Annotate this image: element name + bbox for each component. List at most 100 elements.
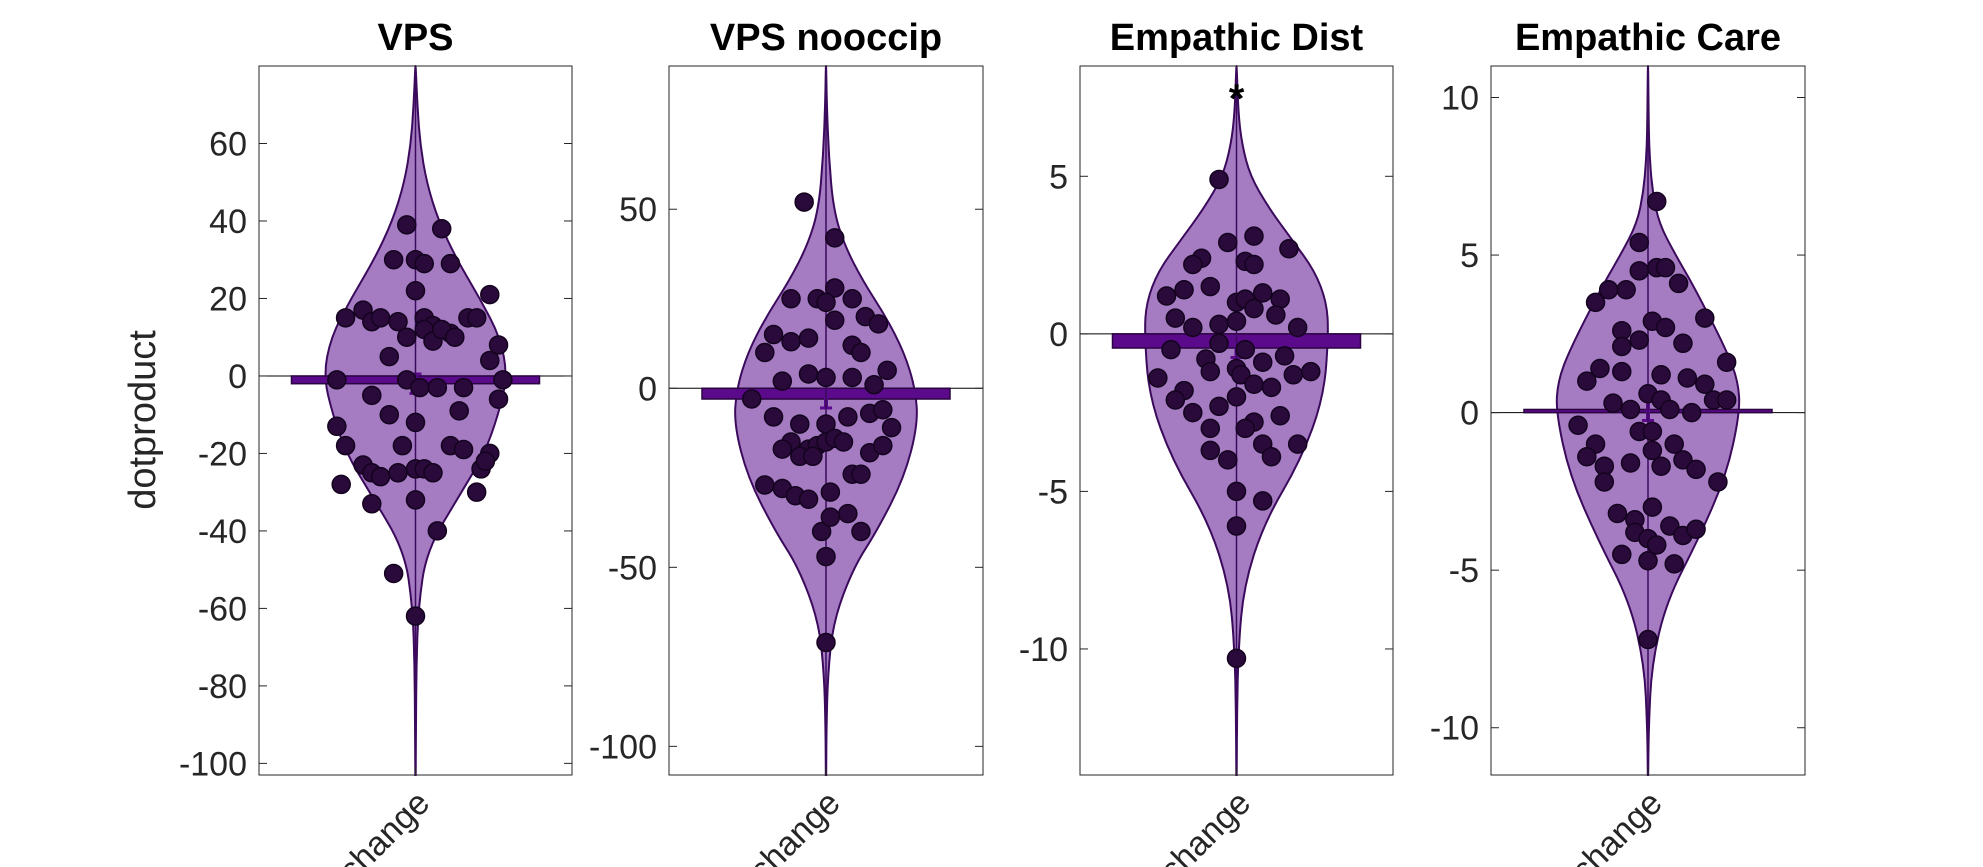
data-point [388,311,408,332]
data-point [383,249,404,270]
data-point [1252,491,1273,511]
y-tick-label: -5 [1038,473,1068,511]
data-point [838,503,858,524]
data-point [877,360,897,381]
data-point [335,308,356,328]
data-point [1287,434,1308,454]
data-point [798,489,819,510]
data-point [1226,648,1247,669]
y-tick-label: 0 [1460,395,1479,433]
data-point [1642,421,1663,442]
data-point [1165,308,1186,328]
data-point [803,446,823,467]
data-point [1274,346,1295,366]
data-point [811,521,832,542]
data-point [1686,459,1706,480]
data-point [331,474,351,495]
data-point [755,475,775,495]
data-point [798,328,819,348]
data-point [1226,387,1247,407]
data-point [833,432,854,452]
data-point [1673,333,1693,354]
data-point [1252,283,1273,303]
panel-1: 50 0 -50 -100 VPS nooccip change [589,17,984,867]
data-point [480,284,500,305]
data-point [480,350,500,371]
y-tick-label: 50 [619,191,657,229]
data-point [1261,377,1282,398]
data-point [431,218,452,239]
data-point [1244,298,1264,319]
data-point [392,435,413,456]
panel-0: 60 40 20 0 -20 -40 -60 -80 -100 VPS change [179,17,573,867]
panel-2: * 5 0 -5 -10 Empathic Dist change [1019,17,1394,867]
y-tick-label: 5 [1049,158,1068,196]
y-tick-label: 0 [1049,316,1068,354]
data-point [873,400,893,420]
y-tick-label: -5 [1449,552,1479,590]
data-point [493,370,513,390]
data-point [1686,519,1706,539]
y-tick-label: -100 [179,745,247,783]
data-point [1716,352,1737,372]
data-point [397,215,417,235]
data-point [1231,365,1251,385]
data-point [1266,305,1286,325]
data-point [798,364,819,384]
data-point [1161,339,1181,360]
data-point [327,416,347,437]
data-point [405,412,426,433]
data-point [1577,371,1597,391]
data-point [1209,333,1229,354]
data-point [816,367,836,388]
data-point [427,521,448,541]
x-tick-label: change [1564,784,1670,867]
data-point [475,451,496,471]
data-point [873,435,893,456]
data-point [1200,276,1221,297]
data-point [379,404,400,425]
data-point [1629,330,1650,350]
y-tick-label: -50 [608,549,657,587]
panel-title: VPS nooccip [710,17,942,59]
data-point [466,482,487,502]
y-tick-label: -100 [589,728,657,766]
data-point [370,308,391,328]
data-point [1598,279,1619,300]
data-point [370,466,391,487]
data-point [781,331,801,352]
data-point [1218,232,1238,253]
data-point [427,377,448,398]
data-point [405,490,426,510]
data-point [362,494,382,514]
data-point [1183,317,1203,338]
data-point [397,327,417,347]
data-point [1664,554,1684,574]
data-point [1651,456,1671,476]
y-tick-label: -60 [198,590,247,628]
data-point [453,377,474,398]
data-point [1235,418,1255,439]
y-tick-label: 10 [1441,80,1479,118]
y-tick-label: 0 [228,358,247,396]
x-tick-label: change [1152,784,1258,867]
panel-title: Empathic Dist [1110,17,1364,59]
data-point [1695,374,1715,395]
y-tick-label: -20 [198,435,247,473]
data-point [1301,361,1321,382]
data-point [1218,450,1238,470]
data-point [1642,497,1663,517]
data-point [842,367,862,388]
data-point [1226,311,1247,331]
data-point [440,253,461,274]
data-point [1668,273,1689,294]
data-point [772,439,793,459]
data-point [1646,535,1667,555]
data-point [790,414,810,434]
data-point [820,507,841,527]
data-point [1716,390,1737,410]
data-point [1612,336,1632,357]
data-point [824,228,845,248]
data-point [388,463,408,483]
y-tick-label: -10 [1430,710,1479,748]
